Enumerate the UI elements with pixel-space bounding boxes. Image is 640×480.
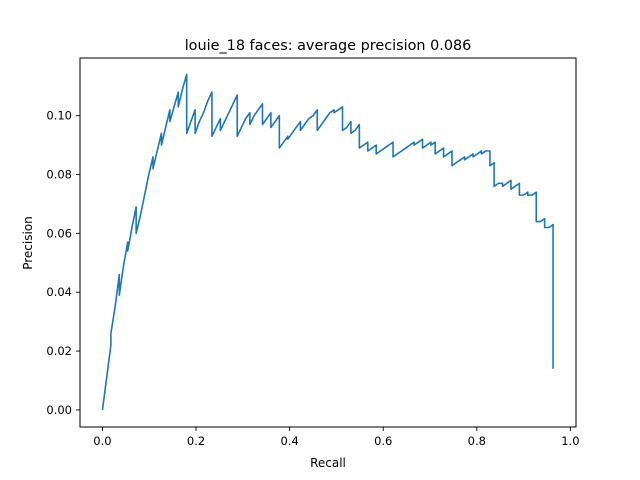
- x-tick-label: 0.2: [187, 434, 205, 448]
- y-tick-label: 0.08: [46, 168, 72, 182]
- y-tick-label: 0.00: [46, 403, 72, 417]
- y-tick-label: 0.10: [46, 109, 72, 123]
- x-tick-label: 0.6: [374, 434, 392, 448]
- x-tick-label: 0.4: [280, 434, 298, 448]
- precision-recall-line: [101, 73, 554, 411]
- y-axis-ticks: 0.00 0.02 0.04 0.06 0.08 0.10: [46, 109, 80, 417]
- y-tick-label: 0.06: [46, 226, 72, 240]
- x-tick-label: 1.0: [561, 434, 579, 448]
- y-tick-label: 0.04: [46, 285, 72, 299]
- x-tick-label: 0.8: [468, 434, 486, 448]
- x-axis-ticks: 0.0 0.2 0.4 0.6 0.8 1.0: [93, 427, 580, 448]
- axes-frame: [79, 57, 577, 428]
- x-tick-label: 0.0: [93, 434, 111, 448]
- y-tick-label: 0.02: [46, 344, 72, 358]
- chart-title: louie_18 faces: average precision 0.086: [185, 38, 472, 54]
- y-axis-label: Precision: [21, 216, 35, 270]
- x-axis-label: Recall: [310, 456, 346, 470]
- plot-area: [101, 73, 554, 411]
